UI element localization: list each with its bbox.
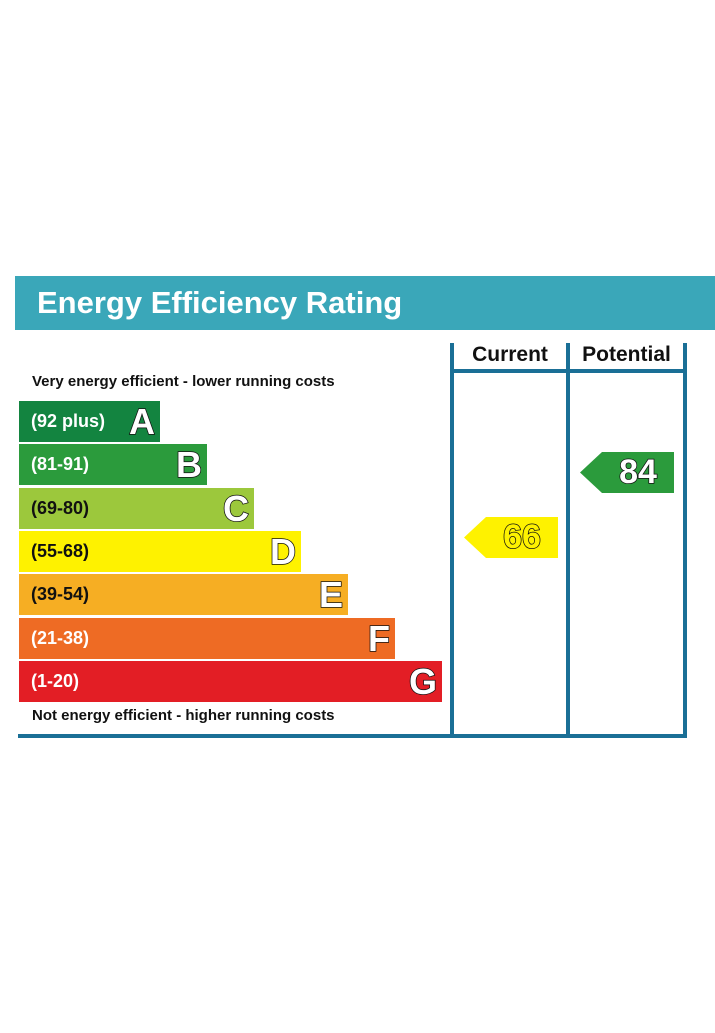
band-range-label: (21-38) [31, 627, 90, 648]
band-letter: E [318, 573, 344, 616]
band-letter: D [269, 530, 297, 573]
frame-line-current-left [450, 343, 454, 738]
band-range-label: (39-54) [31, 584, 90, 605]
band-range-label: (81-91) [31, 454, 90, 475]
band-e: (39-54) E [19, 573, 348, 616]
band-d: (55-68) D [19, 530, 301, 573]
band-letter: G [408, 660, 438, 703]
band-letter: A [128, 400, 156, 443]
column-header-potential: Potential [582, 343, 671, 366]
band-a: (92 plus) A [19, 400, 160, 443]
potential-rating-value: 84 [618, 453, 657, 493]
band-letter: F [367, 617, 391, 660]
column-header-current: Current [472, 343, 548, 366]
band-letter: B [175, 444, 203, 487]
frame-line-potential-right [683, 343, 687, 738]
title-banner: Energy Efficiency Rating [15, 276, 715, 330]
frame-line-bottom [18, 734, 687, 738]
current-rating-value: 66 [502, 517, 541, 557]
band-range-label: (1-20) [31, 670, 80, 691]
current-rating-arrow: 66 [464, 516, 558, 558]
band-range-label: (69-80) [31, 497, 90, 518]
band-f: (21-38) F [19, 617, 395, 660]
potential-arrow-shape [580, 452, 674, 494]
band-g: (1-20) G [19, 660, 442, 703]
band-c: (69-80) C [19, 487, 254, 530]
frame-line-current-right [566, 343, 570, 738]
potential-rating-arrow: 84 [580, 452, 674, 494]
chart-title: Energy Efficiency Rating [37, 285, 403, 320]
frame-line-header [450, 369, 687, 373]
band-b: (81-91) B [19, 444, 207, 487]
scale-note-bottom: Not energy efficient - higher running co… [32, 707, 335, 724]
band-range-label: (92 plus) [31, 411, 106, 431]
scale-note-top: Very energy efficient - lower running co… [32, 373, 335, 390]
current-arrow-shape [464, 516, 558, 558]
band-letter: C [222, 487, 250, 530]
band-range-label: (55-68) [31, 540, 90, 561]
